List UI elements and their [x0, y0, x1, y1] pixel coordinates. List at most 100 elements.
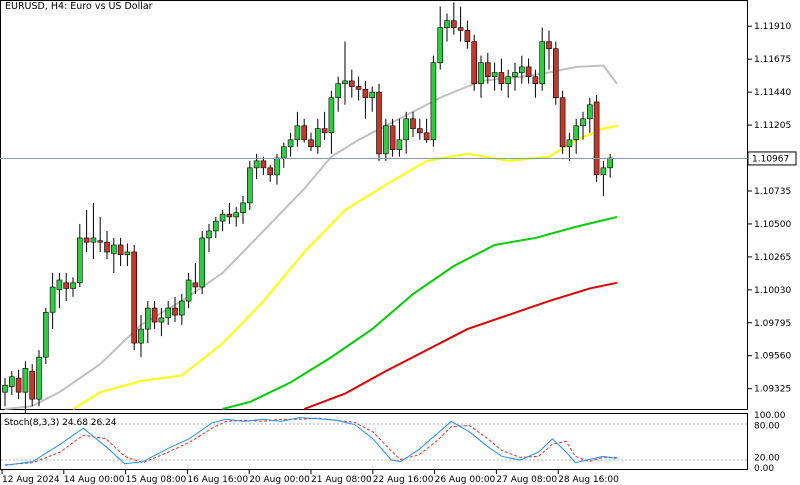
candle-body — [382, 125, 389, 155]
candle — [382, 118, 389, 161]
candle-body — [253, 160, 260, 169]
candle — [471, 34, 478, 91]
current-price-label: 1.10967 — [747, 151, 797, 166]
candle-body — [267, 167, 274, 176]
candle — [77, 223, 83, 288]
candle — [586, 97, 593, 133]
candle-body — [573, 125, 580, 141]
candle — [192, 263, 199, 295]
candle-body — [314, 128, 321, 148]
candle-body — [247, 167, 253, 204]
candle — [518, 55, 525, 84]
price-tick-label: 1.09560 — [754, 352, 791, 362]
candle-body — [464, 30, 471, 42]
candle — [151, 301, 158, 330]
candle — [124, 243, 131, 266]
candle-body — [192, 282, 199, 288]
candle-body — [328, 97, 335, 134]
candle — [145, 301, 151, 344]
candle — [593, 94, 600, 182]
candle — [83, 209, 90, 252]
candle — [308, 132, 314, 152]
candle — [36, 350, 42, 407]
candle-body — [111, 244, 117, 254]
candle — [15, 369, 22, 400]
candle — [314, 118, 321, 154]
candle-body — [287, 139, 294, 148]
candle-body — [444, 20, 450, 28]
time-tick-label: 28 Aug 16:00 — [558, 475, 619, 485]
candle-body — [484, 62, 491, 78]
candle — [552, 41, 559, 105]
candle — [491, 62, 498, 91]
candle-body — [2, 384, 8, 393]
candle — [525, 58, 532, 84]
candles — [2, 2, 614, 418]
candle — [219, 209, 226, 231]
candle — [131, 244, 137, 351]
candle — [559, 90, 566, 154]
candle-body — [49, 286, 56, 313]
candle-body — [233, 212, 239, 218]
moving-average-line — [4, 64, 618, 410]
candle — [362, 80, 369, 119]
time-tick-label: 16 Aug 16:00 — [187, 475, 248, 485]
candle-body — [9, 376, 15, 387]
candle — [247, 160, 253, 210]
candle — [56, 273, 63, 309]
indicator-label: Stoch(8,3,3) 24.68 26.24 — [4, 418, 117, 428]
price-tick-label: 1.09795 — [754, 319, 791, 329]
candle — [321, 111, 328, 140]
candle-body — [308, 139, 314, 148]
candle-body — [505, 76, 512, 85]
candle — [403, 111, 410, 154]
candle — [342, 41, 348, 105]
candle-body — [512, 72, 518, 78]
candle — [226, 202, 233, 224]
candle — [566, 132, 573, 161]
candle — [22, 361, 29, 418]
candle — [42, 308, 49, 365]
candle-body — [42, 311, 49, 358]
candle-body — [369, 91, 376, 99]
candle — [138, 315, 144, 358]
candle-body — [593, 101, 600, 176]
candle-body — [491, 72, 498, 78]
candle-body — [525, 66, 532, 78]
candle — [29, 364, 36, 407]
candle-body — [342, 80, 348, 85]
candle-body — [22, 368, 29, 393]
candle-body — [151, 307, 158, 323]
candle-body — [185, 279, 192, 302]
candle-body — [355, 86, 362, 90]
candle-body — [138, 328, 144, 344]
candle — [172, 296, 178, 323]
candle-body — [559, 97, 566, 148]
candle-body — [36, 356, 42, 400]
candle-body — [219, 213, 226, 222]
candle — [389, 118, 396, 157]
candle-body — [546, 41, 552, 49]
time-tick-label: 20 Aug 00:00 — [249, 475, 310, 485]
price-axis: 1.11910 1.11675 1.11440 1.11205 1.10735 1.105… — [748, 22, 791, 395]
candle — [410, 111, 416, 137]
candle — [260, 156, 267, 175]
candle-body — [423, 132, 430, 141]
candle — [117, 237, 124, 266]
candle-body — [117, 244, 124, 256]
candle — [464, 20, 471, 49]
candle — [179, 294, 185, 325]
candle-body — [478, 62, 484, 85]
candle-body — [471, 41, 478, 85]
candle — [199, 230, 205, 295]
candle — [376, 83, 382, 161]
current-price-value: 1.10967 — [752, 154, 789, 164]
candle-body — [416, 128, 423, 134]
candle-body — [566, 139, 573, 148]
moving-average-line — [222, 215, 618, 410]
candle-body — [131, 251, 137, 344]
candle — [240, 195, 246, 224]
candle — [600, 160, 607, 196]
price-panel — [0, 0, 748, 410]
stochastic-lines — [4, 417, 617, 466]
